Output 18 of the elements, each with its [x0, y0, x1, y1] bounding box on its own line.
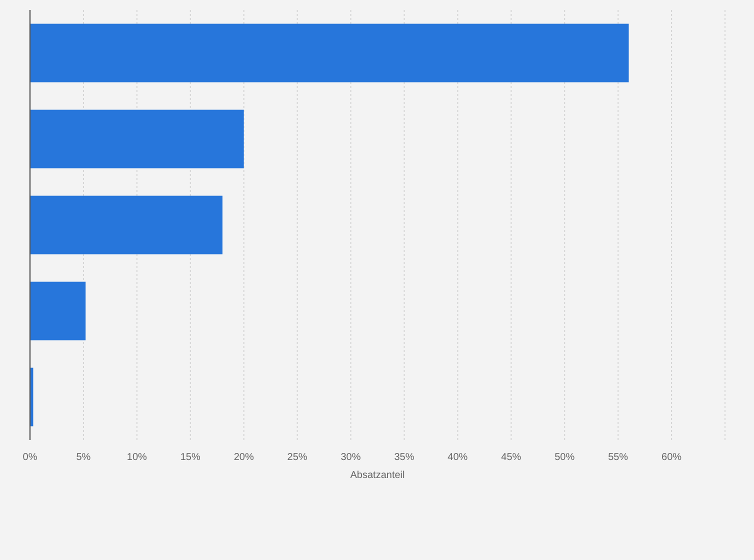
bar — [30, 24, 629, 82]
x-tick-label: 25% — [287, 452, 308, 463]
x-tick-label: 60% — [662, 452, 682, 463]
x-tick-label: 20% — [234, 452, 254, 463]
bar — [30, 282, 86, 340]
x-tick-label: 35% — [394, 452, 414, 463]
x-tick-label: 50% — [554, 452, 575, 463]
x-tick-label: 5% — [76, 452, 91, 463]
x-tick-label: 55% — [608, 452, 628, 463]
bar — [30, 110, 244, 168]
x-tick-label: 40% — [448, 452, 468, 463]
x-tick-label: 10% — [126, 452, 148, 463]
bar — [30, 196, 222, 254]
x-axis-title: Absatzanteil — [350, 470, 405, 481]
x-tick-label: 45% — [501, 452, 522, 463]
x-tick-label: 15% — [180, 452, 200, 463]
x-tick-label: 0% — [22, 452, 38, 463]
x-tick-label: 30% — [340, 452, 361, 463]
